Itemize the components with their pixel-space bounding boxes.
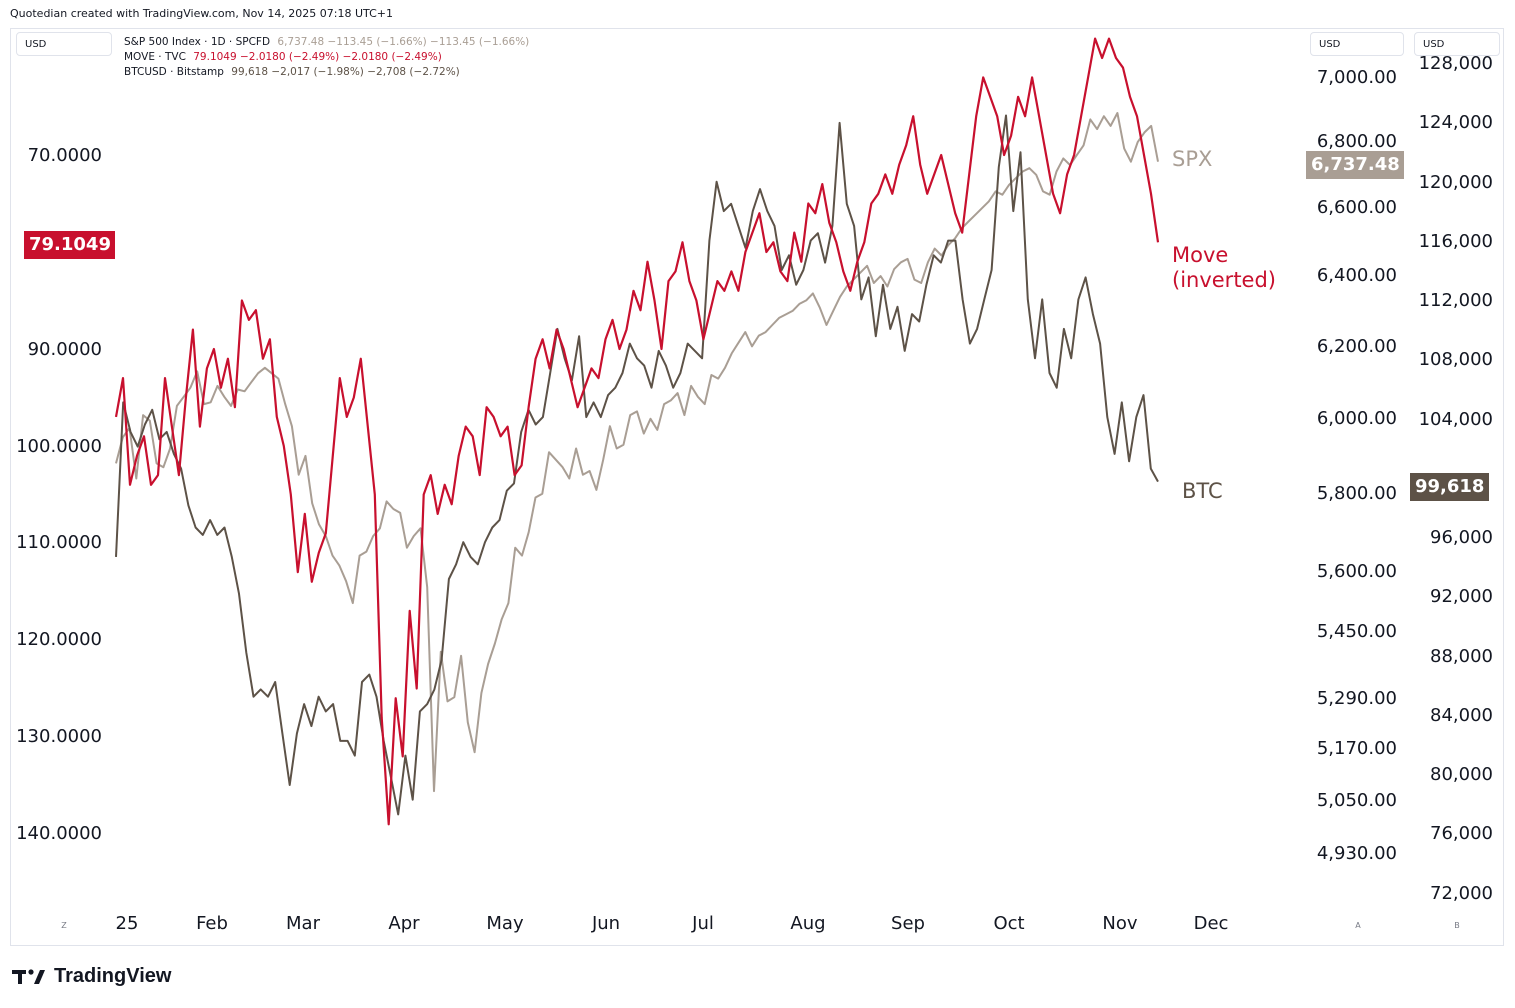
btc-axis-tick: 76,000 xyxy=(1430,823,1493,844)
btc-line xyxy=(115,114,1159,816)
move-axis-tick: 90.0000 xyxy=(27,339,102,360)
left-axis-unit-button[interactable]: USD xyxy=(16,32,112,56)
btc-axis-tick: 120,000 xyxy=(1418,172,1493,193)
x-axis-tick: May xyxy=(486,913,524,934)
x-axis-tick: Apr xyxy=(388,913,420,934)
btc-last-value-tag: 99,618 xyxy=(1410,473,1489,501)
spx-axis-tick: 5,170.00 xyxy=(1316,738,1397,759)
spx-axis-tick: 5,050.00 xyxy=(1316,790,1397,811)
spx-axis-tick: 6,800.00 xyxy=(1316,131,1397,152)
legend: S&P 500 Index · 1D · SPCFD 6,737.48 −113… xyxy=(124,35,529,80)
legend-btc-name: BTCUSD · Bitstamp xyxy=(124,66,224,78)
x-axis-tick: Dec xyxy=(1193,913,1229,934)
btc-series-label: BTC xyxy=(1182,479,1223,503)
spx-series xyxy=(115,112,1159,793)
tradingview-logo: TradingView xyxy=(12,965,171,988)
move-series-label-line1: Move xyxy=(1172,243,1229,267)
move-series-label-line2: (inverted) xyxy=(1172,268,1276,292)
legend-move-values: 79.1049 −2.0180 (−2.49%) −2.0180 (−2.49%… xyxy=(193,51,442,63)
x-axis-tick: Jul xyxy=(692,913,714,934)
x-axis-tick: Mar xyxy=(286,913,320,934)
right-axis-unit-button[interactable]: USD xyxy=(1414,32,1500,56)
btc-series xyxy=(115,114,1159,816)
zoom-toggle-button[interactable]: Z xyxy=(61,921,67,930)
btc-axis-tick: 80,000 xyxy=(1430,764,1493,785)
legend-row-move[interactable]: MOVE · TVC 79.1049 −2.0180 (−2.49%) −2.0… xyxy=(124,50,529,65)
scale-mode-button[interactable]: B xyxy=(1454,921,1460,930)
x-axis-tick: Nov xyxy=(1102,913,1138,934)
move-series xyxy=(114,37,1160,826)
move-axis-tick: 70.0000 xyxy=(27,145,102,166)
btc-axis-tick: 104,000 xyxy=(1418,409,1493,430)
btc-axis-tick: 124,000 xyxy=(1418,112,1493,133)
legend-row-btc[interactable]: BTCUSD · Bitstamp 99,618 −2,017 (−1.98%)… xyxy=(124,65,529,80)
chart-frame xyxy=(10,28,1504,946)
tradingview-logo-icon xyxy=(12,968,45,984)
tradingview-logo-text: TradingView xyxy=(54,965,172,987)
legend-row-spx[interactable]: S&P 500 Index · 1D · SPCFD 6,737.48 −113… xyxy=(124,35,529,50)
middle-axis-unit-button[interactable]: USD xyxy=(1310,32,1404,56)
btc-axis-tick: 108,000 xyxy=(1418,349,1493,370)
legend-btc-values: 99,618 −2,017 (−1.98%) −2,708 (−2.72%) xyxy=(231,66,460,78)
spx-axis-tick: 6,600.00 xyxy=(1316,197,1397,218)
spx-line xyxy=(115,112,1159,793)
x-axis-tick: Oct xyxy=(993,913,1025,934)
chart-caption: Quotedian created with TradingView.com, … xyxy=(10,7,394,20)
spx-last-value-tag: 6,737.48 xyxy=(1306,151,1404,179)
btc-axis-tick: 96,000 xyxy=(1430,527,1493,548)
btc-axis-tick: 128,000 xyxy=(1418,53,1493,74)
spx-axis-tick: 5,290.00 xyxy=(1316,688,1397,709)
legend-move-name: MOVE · TVC xyxy=(124,51,186,63)
btc-axis-tick: 116,000 xyxy=(1418,231,1493,252)
move-line xyxy=(114,37,1160,826)
btc-axis-tick: 88,000 xyxy=(1430,646,1493,667)
btc-axis-tick: 112,000 xyxy=(1418,290,1493,311)
move-axis-tick: 120.0000 xyxy=(16,629,102,650)
auto-scale-button[interactable]: A xyxy=(1355,921,1361,930)
x-axis-tick: Aug xyxy=(790,913,826,934)
spx-axis-tick: 5,450.00 xyxy=(1316,621,1397,642)
btc-axis-tick: 84,000 xyxy=(1430,705,1493,726)
spx-axis-tick: 5,800.00 xyxy=(1316,483,1397,504)
x-axis-tick: 25 xyxy=(115,913,139,934)
spx-axis-tick: 7,000.00 xyxy=(1316,67,1397,88)
spx-series-label: SPX xyxy=(1172,147,1213,171)
btc-axis-tick: 72,000 xyxy=(1430,883,1493,904)
move-axis-tick: 110.0000 xyxy=(16,532,102,553)
move-last-value-tag: 79.1049 xyxy=(24,231,115,259)
move-axis-tick: 100.0000 xyxy=(16,436,102,457)
btc-axis-tick: 92,000 xyxy=(1430,586,1493,607)
x-axis-tick: Sep xyxy=(891,913,925,934)
x-axis-tick: Jun xyxy=(591,913,621,934)
spx-axis-tick: 6,200.00 xyxy=(1316,336,1397,357)
x-axis-tick: Feb xyxy=(196,913,228,934)
legend-spx-values: 6,737.48 −113.45 (−1.66%) −113.45 (−1.66… xyxy=(277,36,530,48)
spx-axis-tick: 6,400.00 xyxy=(1316,265,1397,286)
spx-axis-tick: 6,000.00 xyxy=(1316,408,1397,429)
legend-spx-name: S&P 500 Index · 1D · SPCFD xyxy=(124,36,271,48)
spx-axis-tick: 4,930.00 xyxy=(1316,843,1397,864)
spx-axis-tick: 5,600.00 xyxy=(1316,561,1397,582)
move-axis-tick: 130.0000 xyxy=(16,726,102,747)
move-axis-tick: 140.0000 xyxy=(16,823,102,844)
